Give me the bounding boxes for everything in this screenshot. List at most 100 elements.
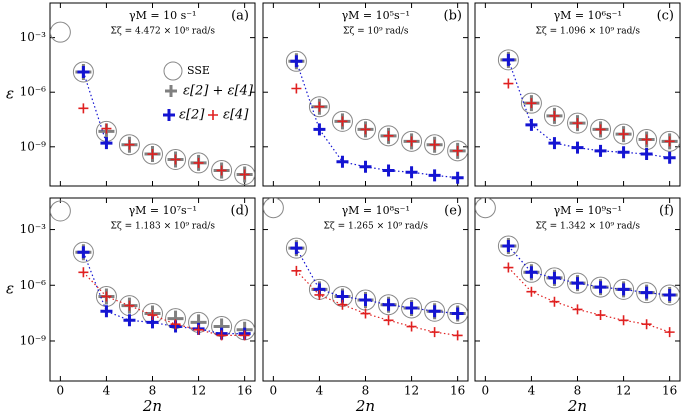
x-tick-label: 16 <box>237 384 252 398</box>
marker-plus <box>451 171 464 184</box>
marker-plus <box>429 139 440 150</box>
marker-circle <box>50 200 71 222</box>
legend-marker <box>165 85 177 97</box>
marker-plus <box>359 294 372 307</box>
marker-plus <box>360 308 371 319</box>
marker-circle <box>613 123 635 145</box>
marker-plus <box>291 83 302 94</box>
plot-area <box>497 49 680 164</box>
marker-circle <box>567 112 588 134</box>
x-tick-label: 0 <box>482 384 490 398</box>
marker-plus <box>77 246 90 259</box>
plot-area <box>285 50 468 184</box>
panel-label: (b) <box>444 9 462 24</box>
marker-circle <box>475 198 496 219</box>
annotation: Σζ = 4.472 × 10⁸ rad/s <box>110 27 215 37</box>
annotation: Σζ = 10⁹ rad/s <box>343 27 409 37</box>
panel: 10⁻³ 10⁻⁶ 10⁻⁹ ε (a) γM = 10 s⁻¹ Σζ = 4.472 × … <box>6 2 256 187</box>
marker-plus <box>360 124 371 135</box>
marker-circle <box>401 297 423 319</box>
marker-circle <box>72 241 94 263</box>
marker-plus <box>216 330 227 341</box>
marker-plus <box>452 145 463 156</box>
legend-label: ε[2] <box>179 108 205 123</box>
marker-plus <box>77 65 90 78</box>
marker-plus <box>405 166 418 179</box>
marker-plus <box>429 327 440 338</box>
y-tick-label: 10⁻³ <box>20 30 47 44</box>
plot-area <box>475 198 680 338</box>
marker-plus <box>572 118 583 129</box>
marker-plus <box>406 136 417 147</box>
annotation: Σζ = 1.265 × 10⁹ rad/s <box>323 222 428 232</box>
marker-plus <box>548 137 561 150</box>
marker-plus <box>618 129 629 140</box>
marker-plus <box>549 296 560 307</box>
marker-plus <box>406 321 417 332</box>
legend-marker <box>208 110 218 120</box>
marker-plus <box>526 286 537 297</box>
panel-label: (a) <box>231 9 249 24</box>
marker-circle <box>424 134 446 156</box>
marker-plus <box>101 291 112 302</box>
marker-plus <box>383 130 394 141</box>
marker-circle <box>590 118 612 140</box>
marker-plus <box>314 101 325 112</box>
x-tick-label: 4 <box>316 384 324 398</box>
annotation: Σζ = 1.096 × 10⁹ rad/s <box>535 27 640 37</box>
panel: (b) γM = 10⁵s⁻¹ Σζ = 10⁹ rad/s <box>262 2 469 187</box>
marker-plus <box>595 310 606 321</box>
marker-plus <box>548 271 561 284</box>
x-tick-label: 0 <box>57 384 65 398</box>
marker-plus <box>124 300 135 311</box>
marker-plus <box>147 310 158 321</box>
x-tick-label: 8 <box>574 384 582 398</box>
marker-plus <box>641 134 652 145</box>
marker-plus <box>503 78 514 89</box>
marker-plus <box>147 149 158 160</box>
marker-plus <box>594 144 607 157</box>
marker-circle <box>165 149 187 171</box>
y-tick-label: 10⁻³ <box>20 222 47 236</box>
marker-plus <box>100 305 113 318</box>
marker-circle <box>543 105 565 127</box>
marker-plus <box>313 123 326 136</box>
marker-plus <box>336 155 349 168</box>
marker-plus <box>663 151 676 164</box>
marker-circle <box>497 235 519 257</box>
x-tick-label: 4 <box>528 384 536 398</box>
legend-label: ε[2] + ε[4] <box>183 84 254 99</box>
marker-circle <box>659 130 680 152</box>
x-tick-label: 0 <box>270 384 278 398</box>
panel: 10⁻³ 10⁻⁶ 10⁻⁹ 0 4 8 12 16 2n ε (d) γM = 10⁷s⁻¹ Σζ =… <box>6 197 256 415</box>
marker-circle <box>72 61 94 83</box>
marker-plus <box>571 141 584 154</box>
marker-plus <box>595 124 606 135</box>
marker-circle <box>211 159 233 181</box>
marker-plus <box>100 137 113 150</box>
marker-plus <box>290 55 303 68</box>
marker-plus <box>502 240 515 253</box>
x-axis-label: 2n <box>142 397 162 415</box>
annotation: γM = 10⁷s⁻¹ <box>129 204 197 217</box>
y-tick-label: 10⁻⁶ <box>20 278 47 292</box>
marker-plus <box>382 298 395 311</box>
marker-circle <box>590 276 612 298</box>
annotation: γM = 10⁵s⁻¹ <box>342 9 410 22</box>
marker-plus <box>290 242 303 255</box>
marker-circle <box>447 303 468 325</box>
marker-circle <box>50 21 71 43</box>
x-tick-label: 4 <box>103 384 111 398</box>
marker-plus <box>664 327 675 338</box>
marker-circle <box>142 143 163 165</box>
marker-circle <box>263 198 284 219</box>
annotation: γM = 10⁶s⁻¹ <box>554 9 622 22</box>
annotation: γM = 10 s⁻¹ <box>129 9 196 22</box>
marker-plus <box>170 154 181 165</box>
marker-plus <box>503 262 514 273</box>
legend-marker <box>163 61 183 81</box>
marker-plus <box>617 283 630 296</box>
marker-plus <box>452 330 463 341</box>
panel: 0 4 8 12 16 2n (e) γM = 10⁸s⁻¹ Σζ = 1.265 × 10⁹ … <box>262 197 469 415</box>
